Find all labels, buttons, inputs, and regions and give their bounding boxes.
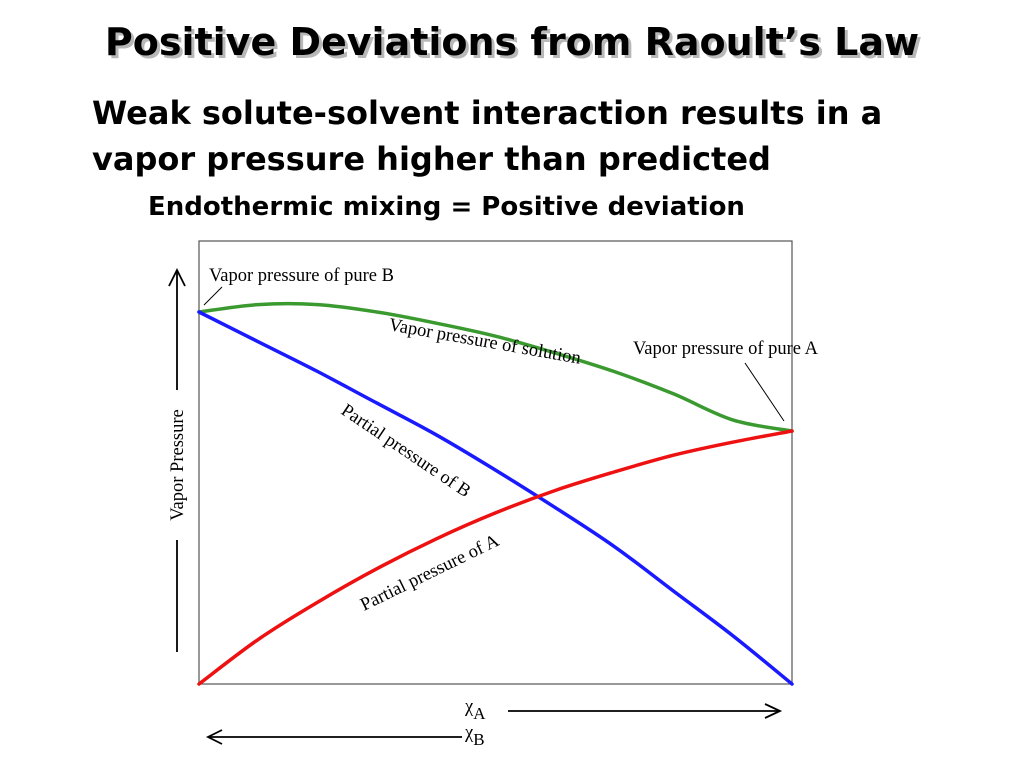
leader-pure-a	[744, 362, 785, 422]
series-layer	[197, 301, 794, 686]
subtitle-line-1: Weak solute-solvent interaction results …	[92, 94, 883, 178]
label-pure-a: Vapor pressure of pure A	[633, 339, 819, 359]
x-b-arrowhead	[205, 729, 223, 745]
series-line-1	[197, 310, 794, 686]
y-axis-arrowhead	[168, 267, 186, 287]
label-pure-b: Vapor pressure of pure B	[209, 266, 394, 286]
label-solution: Vapor pressure of solution	[387, 315, 582, 369]
slide-title: Positive Deviations from Raoult’s Law	[104, 20, 920, 64]
series-line-0	[197, 301, 794, 433]
plot-frame	[198, 240, 793, 685]
x-axis-label-b: χB	[464, 723, 485, 749]
x-axis-label-a: χA	[464, 697, 486, 723]
series-line-2	[197, 429, 794, 686]
label-partial-b: Partial pressure of B	[337, 401, 474, 502]
leader-pure-b	[203, 286, 223, 306]
y-axis-label: Vapor Pressure	[168, 409, 188, 521]
subtitle-line-2: Endothermic mixing = Positive deviation	[148, 192, 745, 222]
x-a-arrowhead	[764, 703, 783, 719]
